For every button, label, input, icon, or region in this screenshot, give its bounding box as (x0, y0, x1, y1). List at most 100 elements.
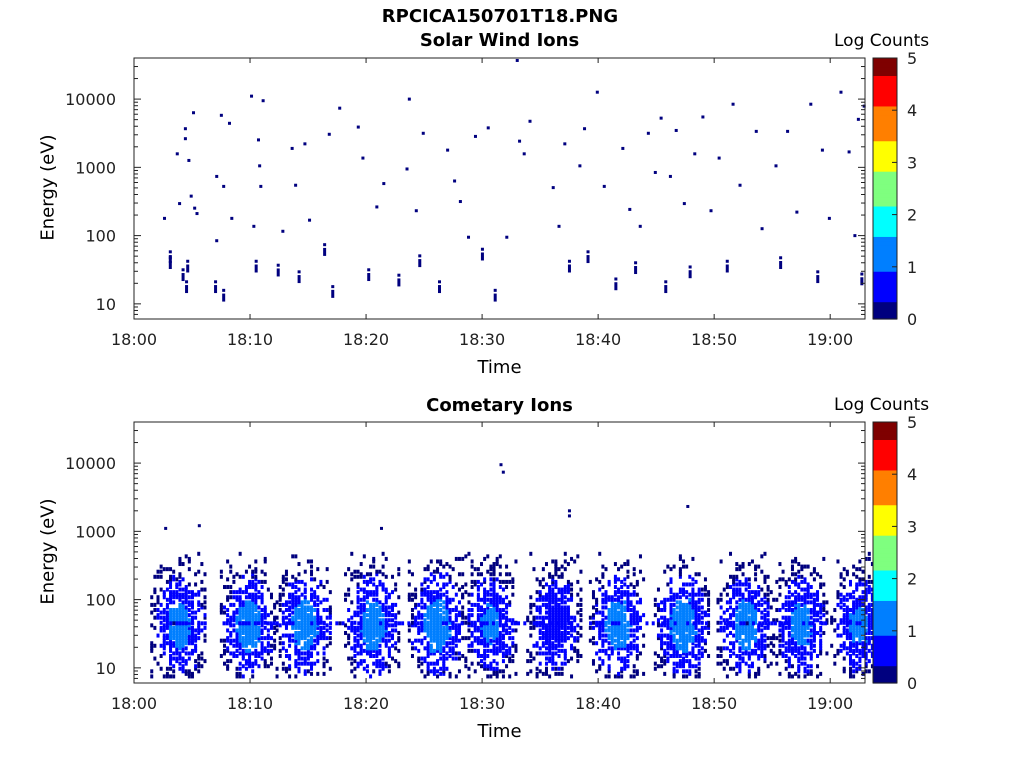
data-cell (864, 646, 868, 651)
data-cell (541, 631, 545, 636)
data-cell (563, 633, 567, 638)
data-cell (175, 577, 179, 582)
data-cell (448, 577, 452, 582)
data-cell (489, 592, 493, 597)
data-cell (607, 613, 611, 618)
data-cell (156, 597, 160, 602)
colorbar-segment (873, 214, 897, 220)
data-cell (453, 179, 457, 183)
data-cell (511, 653, 515, 658)
data-cell (722, 618, 726, 623)
data-cell (797, 605, 801, 610)
data-cell (235, 674, 239, 679)
data-cell (861, 671, 865, 676)
data-cell (486, 625, 490, 630)
colorbar-segment (873, 205, 897, 211)
data-cell (848, 633, 852, 638)
data-cell (780, 621, 784, 626)
data-cell (275, 621, 279, 626)
data-cell (688, 651, 692, 656)
data-cell (495, 602, 499, 607)
data-cell (839, 643, 843, 648)
data-cell (445, 628, 449, 633)
data-cell (732, 620, 736, 625)
colorbar-segment (873, 448, 897, 454)
data-cell (557, 631, 561, 636)
data-cell (256, 621, 260, 626)
data-cell (694, 615, 698, 620)
data-cell (613, 597, 617, 602)
data-cell (153, 656, 157, 661)
data-cell (638, 554, 642, 559)
data-cell (656, 623, 660, 628)
data-cell (623, 577, 627, 582)
data-cell (617, 567, 621, 572)
data-cell (747, 602, 751, 607)
data-cell (263, 559, 267, 564)
data-cell (617, 597, 621, 602)
data-cell (451, 656, 455, 661)
data-cell (505, 605, 509, 610)
data-cell (362, 666, 366, 671)
data-cell (790, 674, 794, 679)
data-cell (454, 633, 458, 638)
data-cell (610, 633, 614, 638)
data-cell (864, 628, 868, 633)
data-cell (498, 615, 502, 620)
data-cell (848, 595, 852, 600)
data-cell (763, 577, 767, 582)
data-cell (251, 638, 255, 643)
data-cell (248, 595, 252, 600)
data-cell (613, 623, 617, 628)
data-cell (483, 628, 487, 633)
data-cell (688, 669, 692, 674)
data-cell (678, 610, 682, 615)
data-cell (836, 623, 840, 628)
data-cell (735, 615, 739, 620)
data-cell (381, 628, 385, 633)
data-cell (617, 615, 621, 620)
data-cell (410, 641, 414, 646)
data-cell (420, 625, 424, 630)
data-cell (754, 592, 758, 597)
data-cell (489, 597, 493, 602)
data-cell (852, 615, 856, 620)
data-cell (476, 597, 480, 602)
data-cell (508, 618, 512, 623)
data-cell (707, 653, 711, 658)
data-cell (586, 250, 590, 254)
data-cell (675, 661, 679, 666)
data-cell (483, 625, 487, 630)
data-cell (238, 597, 242, 602)
data-cell (803, 628, 807, 633)
data-cell (498, 585, 502, 590)
data-cell (685, 669, 689, 674)
data-cell (775, 597, 779, 602)
data-cell (303, 608, 307, 613)
data-cell (806, 641, 810, 646)
data-cell (716, 620, 720, 625)
data-cell (544, 582, 548, 587)
data-cell (635, 656, 639, 661)
data-cell (787, 585, 791, 590)
data-cell (541, 567, 545, 572)
data-cell (848, 648, 852, 653)
data-cell (729, 574, 733, 579)
data-cell (598, 636, 602, 641)
data-cell (732, 643, 736, 648)
data-cell (238, 574, 242, 579)
data-cell (492, 671, 496, 676)
data-cell (313, 628, 317, 633)
data-cell (532, 656, 536, 661)
data-cell (480, 572, 484, 577)
data-cell (325, 567, 329, 572)
data-cell (432, 577, 436, 582)
data-cell (254, 648, 258, 653)
data-cell (738, 636, 742, 641)
data-cell (362, 638, 366, 643)
data-cell (290, 146, 294, 150)
data-cell (551, 636, 555, 641)
data-cell (858, 613, 862, 618)
data-cell (867, 615, 871, 620)
data-cell (297, 613, 301, 618)
